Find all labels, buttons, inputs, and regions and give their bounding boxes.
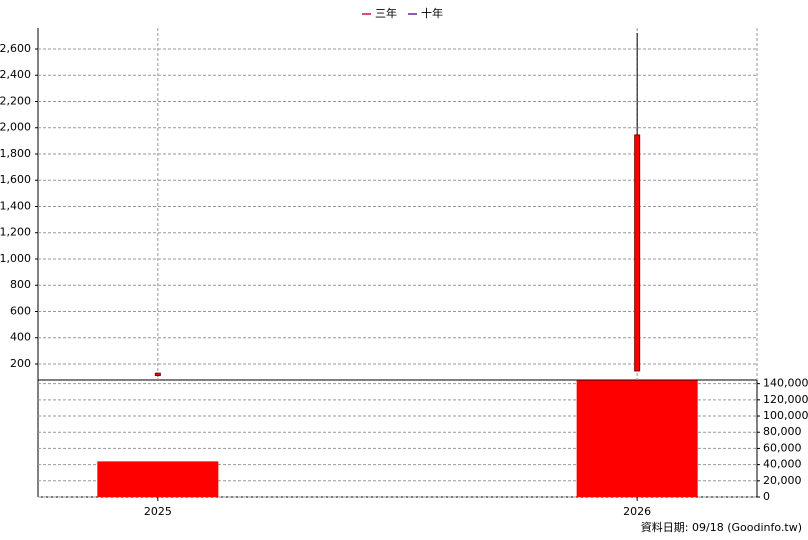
y-tick-label: 1,000 [0,252,31,265]
y2-tick-label: 140,000 [763,377,808,390]
legend-label: 三年 [375,6,397,20]
y2-tick-label: 100,000 [763,409,808,422]
y-tick-label: 1,800 [0,147,31,160]
y2-tick-label: 120,000 [763,393,808,406]
y-tick-label: 2,600 [0,42,31,55]
y-tick-label: 2,200 [0,94,31,107]
candle-body [154,372,161,377]
y-tick-label: 2,000 [0,121,31,134]
y2-tick-label: 80,000 [763,425,802,438]
y-tick-label: 200 [10,357,31,370]
y-tick-label: 2,400 [0,68,31,81]
x-tick-label: 2026 [623,505,651,518]
volume-bar [576,380,698,497]
volume-bar [97,461,219,497]
y-tick-label: 1,200 [0,226,31,239]
y-tick-label: 1,600 [0,173,31,186]
y2-tick-label: 0 [763,490,770,503]
x-tick-label: 2025 [144,505,172,518]
y2-tick-label: 60,000 [763,441,802,454]
y-tick-label: 600 [10,304,31,317]
y2-tick-label: 20,000 [763,474,802,487]
footer: 資料日期: 09/18 (Goodinfo.tw) [641,520,802,534]
y-tick-label: 800 [10,278,31,291]
y-tick-label: 400 [10,331,31,344]
legend-label: 十年 [421,6,443,20]
y-tick-label: 1,400 [0,199,31,212]
candle-body [634,134,641,372]
y2-tick-label: 40,000 [763,458,802,471]
